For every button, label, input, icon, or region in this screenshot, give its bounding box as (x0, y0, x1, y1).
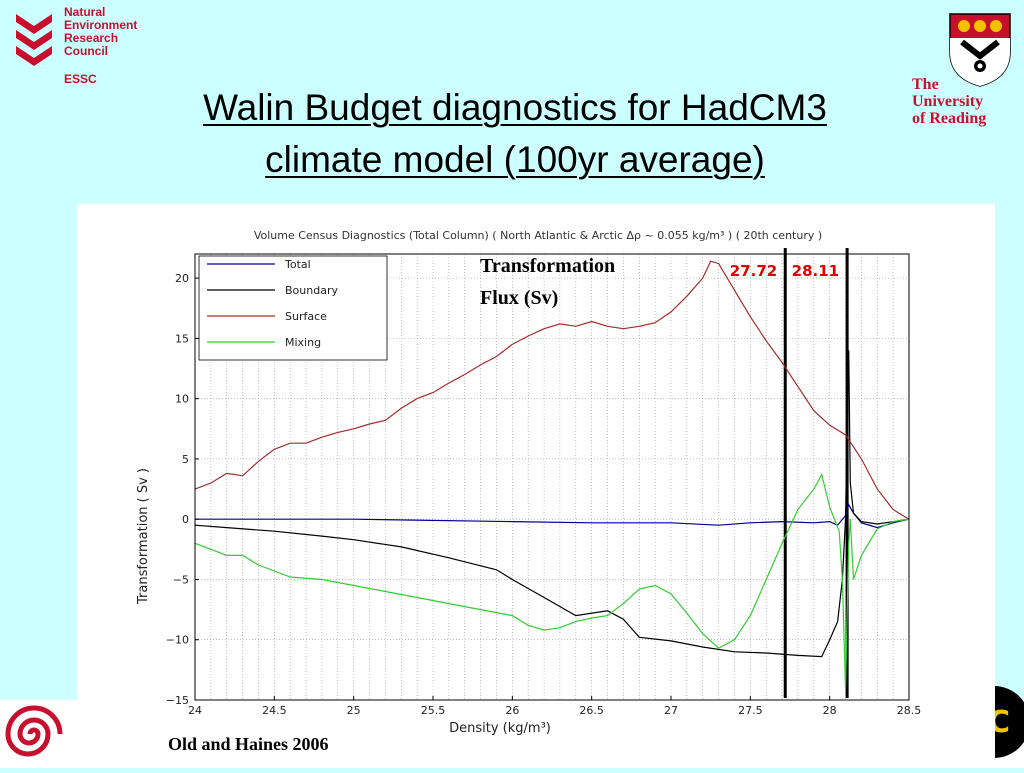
university-name: The University of Reading (912, 76, 987, 127)
x-tick-label: 26 (505, 704, 519, 717)
series-line-boundary (194, 350, 910, 658)
slide-title: Walin Budget diagnostics for HadCM3 clim… (100, 82, 930, 186)
y-tick-labels: 20 15 10 5 0 −5 −10 −15 (166, 272, 199, 707)
x-tick-label: 25 (347, 704, 361, 717)
nerc-logo: Natural Environment Research Council ESS… (14, 6, 154, 86)
y-tick-label: −10 (166, 634, 189, 647)
nerc-chevron-icon (16, 14, 52, 66)
y-tick-label: 5 (182, 453, 189, 466)
x-tick-label: 26.5 (579, 704, 604, 717)
x-axis-label: Density (kg/m³) (449, 721, 551, 736)
x-tick-label: 27.5 (738, 704, 763, 717)
citation: Old and Haines 2006 (168, 734, 329, 754)
chart-title: Volume Census Diagnostics (Total Column)… (254, 229, 822, 242)
marker-label-28-11: 28.11 (792, 262, 839, 280)
legend-box (198, 255, 388, 361)
y-tick-label: 15 (175, 332, 189, 345)
y-axis-label: Transformation ( Sv ) (136, 468, 151, 605)
series-line-surface (194, 260, 910, 520)
legend-label-surface: Surface (285, 310, 327, 323)
y-tick-label: 10 (175, 393, 189, 406)
x-tick-label: 28 (823, 704, 837, 717)
series-lines (194, 260, 910, 688)
legend-label-total: Total (284, 258, 311, 271)
spiral-logo-icon (5, 705, 63, 757)
x-tick-label: 25.5 (421, 704, 446, 717)
title-line-2: climate model (100yr average) (265, 139, 765, 180)
x-tick-label: 28.5 (897, 704, 922, 717)
series-line-total (195, 503, 910, 529)
title-line-1: Walin Budget diagnostics for HadCM3 (203, 87, 827, 128)
plot-frame (194, 253, 910, 701)
chart-grid (194, 254, 910, 701)
annotation-line-2: Flux (Sv) (480, 287, 558, 309)
chart-legend: Total Boundary Surface Mixing (198, 255, 388, 361)
y-tick-label: 20 (175, 272, 189, 285)
chart-container: Volume Census Diagnostics (Total Column)… (77, 204, 995, 768)
legend-label-mixing: Mixing (285, 336, 321, 349)
y-tick-label: 0 (182, 513, 189, 526)
university-shield-icon (949, 13, 1011, 87)
annotation-line-1: Transformation (480, 255, 615, 277)
essc-label: ESSC (64, 72, 97, 86)
y-tick-label: −5 (173, 573, 189, 586)
x-tick-label: 24 (188, 704, 202, 717)
y-tick-label: −15 (166, 694, 189, 707)
legend-label-boundary: Boundary (285, 284, 338, 297)
marker-label-27-72: 27.72 (730, 262, 777, 280)
walin-chart: Volume Census Diagnostics (Total Column)… (136, 229, 921, 736)
nerc-name: Natural Environment Research Council (64, 5, 138, 58)
series-line-mixing (194, 472, 910, 688)
x-tick-label: 27 (664, 704, 678, 717)
x-tick-labels: 24 24.5 25 25.5 26 26.5 27 27.5 28 28.5 (188, 696, 921, 717)
x-tick-label: 24.5 (262, 704, 287, 717)
